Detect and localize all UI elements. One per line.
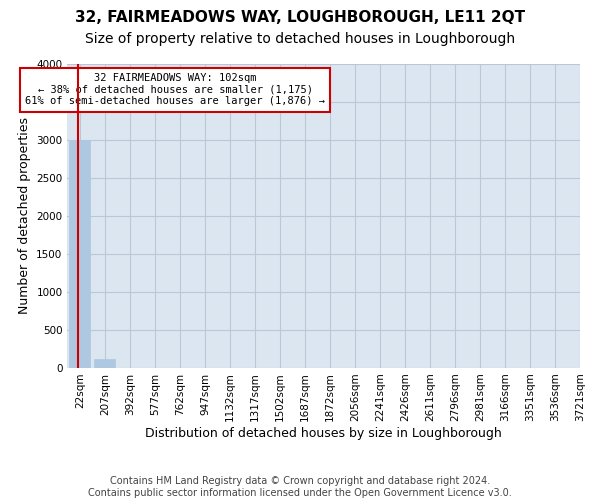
- Y-axis label: Number of detached properties: Number of detached properties: [17, 118, 31, 314]
- Text: 32, FAIRMEADOWS WAY, LOUGHBOROUGH, LE11 2QT: 32, FAIRMEADOWS WAY, LOUGHBOROUGH, LE11 …: [75, 10, 525, 25]
- Bar: [69, 140, 91, 368]
- Text: Size of property relative to detached houses in Loughborough: Size of property relative to detached ho…: [85, 32, 515, 46]
- Text: Contains HM Land Registry data © Crown copyright and database right 2024.
Contai: Contains HM Land Registry data © Crown c…: [88, 476, 512, 498]
- X-axis label: Distribution of detached houses by size in Loughborough: Distribution of detached houses by size …: [145, 427, 502, 440]
- Bar: [94, 360, 115, 368]
- Text: 32 FAIRMEADOWS WAY: 102sqm
← 38% of detached houses are smaller (1,175)
61% of s: 32 FAIRMEADOWS WAY: 102sqm ← 38% of deta…: [25, 73, 325, 106]
